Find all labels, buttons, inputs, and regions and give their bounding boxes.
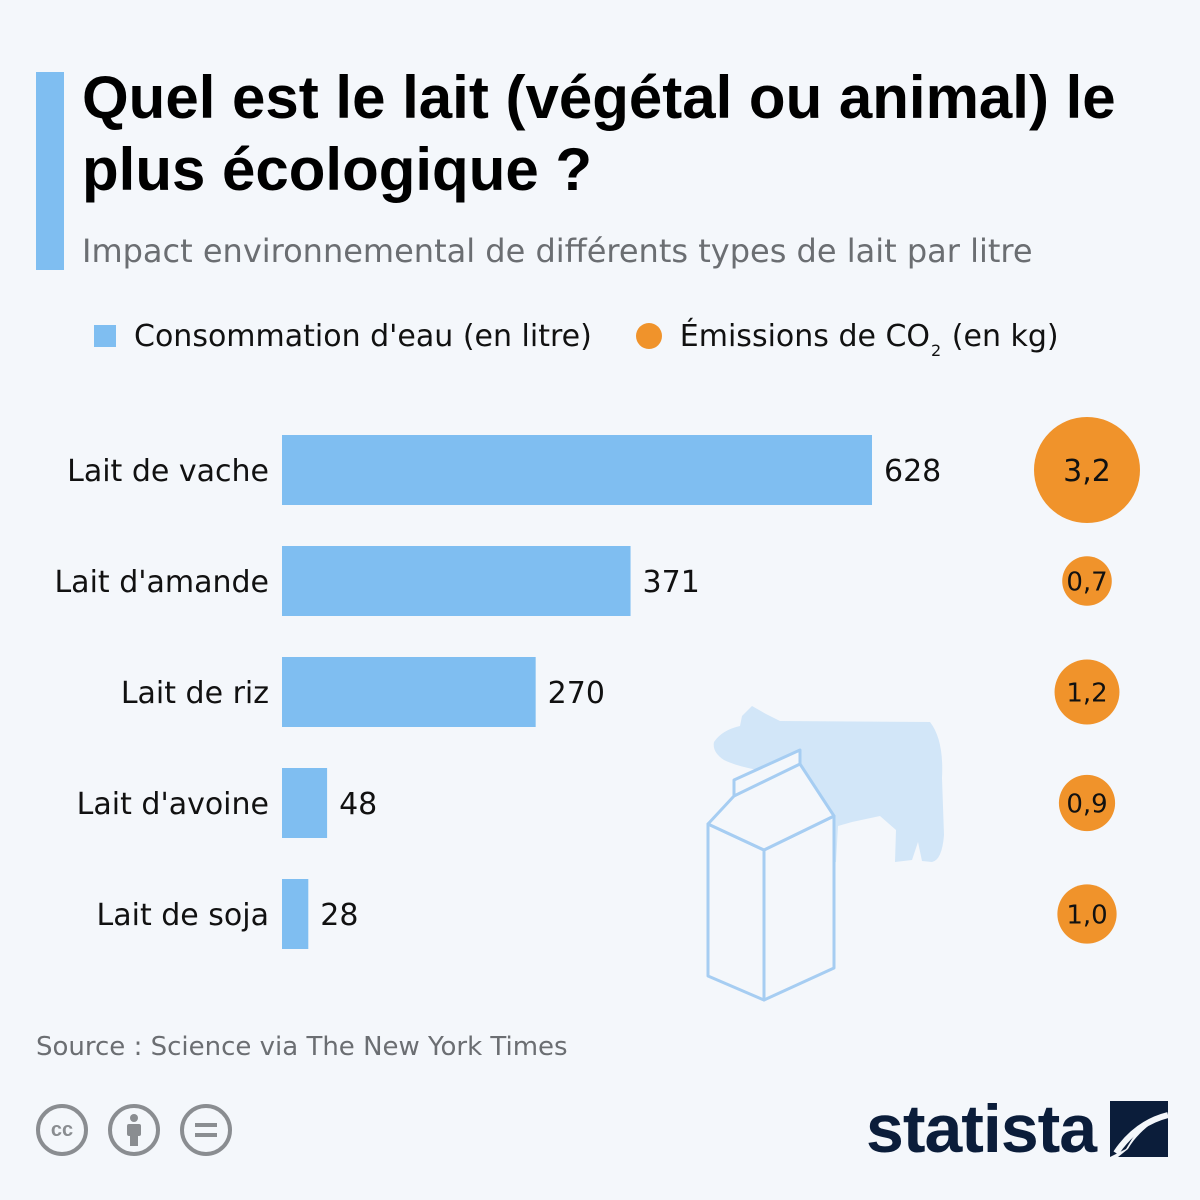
statista-logo[interactable]: statista (866, 1090, 1169, 1168)
category-label: Lait d'amande (54, 565, 269, 600)
co2-bubble (1054, 659, 1120, 725)
water-value-label: 371 (643, 565, 700, 600)
co2-value-label: 0,9 (1066, 789, 1107, 819)
category-label: Lait de soja (97, 898, 269, 933)
water-bar (282, 768, 328, 838)
category-label: Lait d'avoine (77, 787, 269, 822)
legend-label-water: Consommation d'eau (en litre) (134, 318, 592, 354)
water-value-labels: 628 371 270 48 28 (320, 454, 941, 933)
co2-bubble (1034, 417, 1140, 523)
water-bar (282, 657, 536, 727)
legend: Consommation d'eau (en litre) Émissions … (94, 314, 1059, 360)
cow-silhouette-icon (713, 706, 944, 864)
category-label: Lait de vache (67, 454, 269, 489)
legend-swatch-co2 (635, 323, 662, 349)
category-label: Lait de riz (121, 676, 269, 711)
water-value-label: 270 (548, 676, 605, 711)
cc-icon: cc (36, 1104, 88, 1156)
category-labels: Lait de vache Lait d'amande Lait de riz Lai… (54, 454, 269, 933)
attribution-icon (108, 1104, 160, 1156)
license-icons: cc (36, 1104, 252, 1156)
chart-area: Lait de vache Lait d'amande Lait de riz Lai… (54, 417, 1140, 1002)
chart-title: Quel est le lait (végétal ou animal) le … (82, 64, 1116, 203)
co2-bubble (1062, 556, 1112, 606)
water-bar (282, 435, 872, 505)
source-note: Source : Science via The New York Times (36, 1032, 568, 1062)
water-value-label: 28 (320, 898, 358, 933)
co2-value-label: 1,2 (1066, 678, 1107, 708)
no-derivatives-icon (180, 1104, 232, 1156)
legend-label-co2-prefix: Émissions de CO (679, 318, 931, 354)
water-value-label: 48 (339, 787, 377, 822)
chart-subtitle: Impact environnemental de différents typ… (82, 232, 1033, 270)
water-bar (282, 546, 631, 616)
statista-mark-icon (1110, 1101, 1169, 1157)
water-bar (282, 879, 309, 949)
legend-label-co2-subscript: 2 (931, 340, 942, 360)
co2-bubble (1058, 774, 1116, 832)
legend-item-water: Consommation d'eau (en litre) (94, 319, 592, 354)
cow-and-milk-carton-illustration (706, 706, 944, 1002)
legend-item-co2: Émissions de CO 2 (en kg) (592, 318, 1059, 360)
legend-label-co2-suffix: (en kg) (951, 318, 1059, 354)
water-value-label: 628 (884, 454, 941, 489)
brand-name: statista (866, 1091, 1097, 1167)
milk-carton-roof-icon (706, 748, 836, 852)
milk-carton-side-icon (706, 822, 766, 1002)
co2-bubble (1057, 884, 1117, 944)
water-bars (282, 435, 872, 949)
co2-value-label: 3,2 (1063, 454, 1111, 489)
accent-bar (36, 72, 64, 270)
co2-bubbles: 3,2 0,7 1,2 0,9 1,0 (1034, 417, 1140, 944)
legend-swatch-water (94, 325, 116, 347)
co2-value-label: 1,0 (1066, 900, 1107, 930)
co2-value-label: 0,7 (1066, 567, 1107, 597)
